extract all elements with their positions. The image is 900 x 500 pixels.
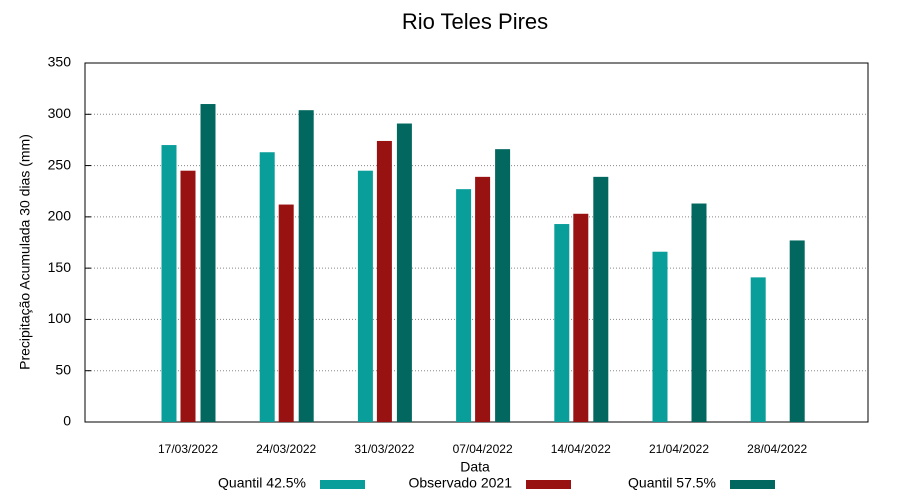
bar (750, 277, 766, 422)
legend-swatch (526, 480, 571, 489)
bar (593, 176, 609, 422)
y-tick-label: 350 (48, 54, 72, 70)
bar (789, 240, 805, 422)
bar (456, 189, 472, 422)
y-tick-label: 300 (48, 105, 72, 121)
bar (573, 213, 589, 422)
x-tick-label: 31/03/2022 (354, 442, 414, 456)
chart-title: Rio Teles Pires (402, 9, 548, 34)
bar (475, 176, 491, 422)
bar (259, 152, 275, 423)
legend-label: Quantil 57.5% (628, 475, 716, 491)
bar (652, 251, 668, 422)
y-tick-label: 50 (55, 361, 71, 377)
bar (200, 104, 216, 423)
legend-label: Observado 2021 (408, 475, 512, 491)
bar (180, 170, 196, 422)
bar (691, 203, 707, 422)
bar (161, 145, 177, 423)
x-tick-label: 17/03/2022 (158, 442, 218, 456)
x-tick-label: 24/03/2022 (256, 442, 316, 456)
y-tick-label: 150 (48, 259, 72, 275)
y-tick-label: 100 (48, 310, 72, 326)
x-tick-label: 21/04/2022 (649, 442, 709, 456)
x-tick-label: 07/04/2022 (453, 442, 513, 456)
legend-label: Quantil 42.5% (218, 475, 306, 491)
bar (298, 110, 314, 422)
bar (554, 224, 570, 422)
x-tick-label: 14/04/2022 (551, 442, 611, 456)
bar (495, 149, 511, 422)
bar (376, 140, 392, 422)
y-tick-label: 0 (63, 413, 71, 429)
legend-swatch (320, 480, 365, 489)
x-axis-label: Data (460, 459, 490, 475)
y-axis-label: Precipitação Acumulada 30 dias (mm) (17, 134, 33, 370)
bar (396, 123, 412, 422)
y-tick-label: 250 (48, 156, 72, 172)
bar (278, 204, 294, 422)
y-tick-label: 200 (48, 208, 72, 224)
bar (357, 170, 373, 422)
legend-swatch (730, 480, 775, 489)
x-tick-label: 28/04/2022 (747, 442, 807, 456)
